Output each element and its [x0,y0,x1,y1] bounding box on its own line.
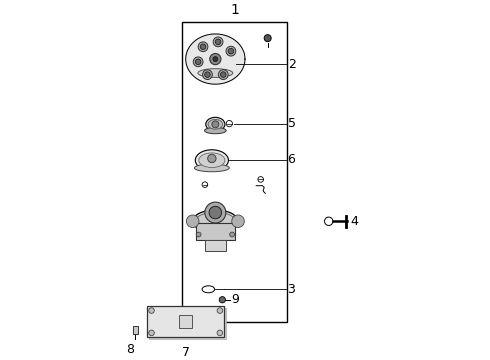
Text: 8: 8 [126,343,135,356]
Circle shape [217,308,222,313]
Text: 5: 5 [288,117,295,130]
Text: 6: 6 [288,153,295,166]
Circle shape [258,177,264,182]
Ellipse shape [204,127,226,134]
Text: 3: 3 [288,283,295,296]
Circle shape [220,72,226,77]
Text: 9: 9 [231,293,239,306]
Circle shape [149,308,154,313]
Circle shape [219,297,225,303]
Ellipse shape [193,210,238,233]
Circle shape [200,44,206,50]
Circle shape [230,232,235,237]
Ellipse shape [199,153,225,167]
Text: 2: 2 [289,58,296,71]
Circle shape [217,330,222,336]
Ellipse shape [208,120,222,129]
Circle shape [149,330,154,336]
Circle shape [209,206,221,219]
Bar [147,306,224,337]
Polygon shape [186,34,245,84]
Circle shape [324,217,333,225]
Bar [149,309,226,339]
Bar [182,22,287,323]
Ellipse shape [198,69,233,77]
Text: 1: 1 [230,3,239,17]
Circle shape [193,57,203,67]
Ellipse shape [195,164,229,172]
Circle shape [202,182,208,188]
Ellipse shape [196,150,228,171]
Circle shape [208,154,216,163]
Text: 4: 4 [350,215,358,228]
Circle shape [205,72,210,77]
Circle shape [264,35,271,42]
Bar [133,326,138,334]
Circle shape [210,54,221,65]
Circle shape [213,57,218,62]
Circle shape [226,121,232,127]
Circle shape [219,70,228,80]
Bar [179,315,192,328]
Circle shape [213,37,223,47]
Text: 7: 7 [182,346,190,359]
Bar [196,223,235,240]
Circle shape [226,46,236,56]
Ellipse shape [196,212,235,230]
Circle shape [205,202,226,223]
Ellipse shape [206,117,225,131]
Circle shape [196,232,201,237]
Circle shape [196,59,201,64]
Circle shape [186,215,199,228]
Circle shape [202,70,212,80]
Circle shape [232,215,245,228]
Circle shape [198,42,208,51]
Circle shape [228,48,234,54]
Circle shape [212,121,219,128]
Bar [205,240,226,251]
Ellipse shape [202,286,215,293]
Circle shape [215,39,221,45]
